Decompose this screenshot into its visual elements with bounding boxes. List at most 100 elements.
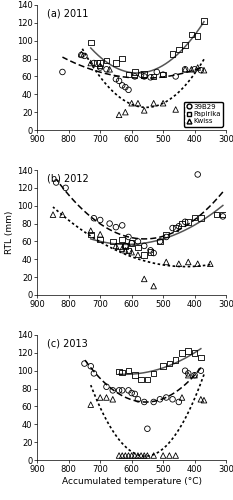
Point	[111, 396, 115, 404]
Point	[79, 50, 83, 58]
Point	[89, 226, 93, 234]
Point	[177, 222, 181, 230]
Point	[171, 50, 174, 58]
Point	[136, 396, 140, 404]
Point	[130, 99, 134, 107]
Point	[177, 398, 181, 406]
Point	[196, 64, 199, 72]
Point	[202, 17, 206, 25]
Point	[199, 214, 203, 222]
Point	[130, 239, 134, 247]
Point	[183, 41, 187, 49]
Point	[89, 59, 93, 67]
Point	[108, 66, 111, 74]
Point	[127, 452, 130, 460]
Point	[145, 425, 149, 433]
Point	[208, 260, 212, 268]
Point	[152, 72, 156, 80]
Point	[95, 59, 99, 67]
Point	[142, 251, 146, 259]
Point	[123, 452, 127, 460]
Point	[158, 238, 162, 246]
Point	[61, 68, 64, 76]
Y-axis label: RTL (mm): RTL (mm)	[5, 211, 14, 254]
Point	[114, 59, 118, 67]
Point	[83, 52, 86, 60]
Point	[117, 242, 121, 250]
Point	[177, 46, 181, 54]
Point	[193, 214, 196, 222]
Point	[133, 68, 137, 76]
Point	[133, 452, 137, 460]
Point	[196, 32, 199, 40]
Point	[54, 178, 58, 186]
Point	[180, 394, 184, 402]
Point	[174, 106, 178, 114]
Point	[127, 366, 130, 374]
Point	[123, 246, 127, 254]
Point	[142, 106, 146, 114]
Point	[139, 452, 143, 460]
Point	[127, 86, 130, 94]
Point	[183, 66, 187, 74]
Point	[64, 184, 68, 192]
Point	[190, 30, 193, 38]
Point	[127, 386, 130, 394]
Point	[98, 394, 102, 402]
Point	[164, 258, 168, 266]
Point	[133, 72, 137, 80]
Point	[139, 376, 143, 384]
Point	[149, 246, 152, 254]
Point	[114, 223, 118, 231]
Point	[136, 99, 140, 107]
Point	[133, 371, 137, 379]
Point	[155, 68, 159, 76]
Point	[105, 66, 108, 74]
Point	[193, 349, 196, 357]
Point	[152, 99, 156, 107]
Point	[199, 366, 203, 374]
Point	[123, 242, 127, 250]
Point	[196, 170, 199, 178]
Point	[164, 230, 168, 238]
Point	[108, 220, 111, 228]
Point	[158, 238, 162, 246]
Point	[149, 248, 152, 256]
Point	[130, 452, 134, 460]
Point	[186, 370, 190, 378]
Point	[120, 368, 124, 376]
Legend: 39B29, Papirika, Kwiss: 39B29, Papirika, Kwiss	[184, 102, 223, 126]
Point	[142, 452, 146, 460]
Point	[152, 249, 156, 257]
Point	[105, 383, 108, 391]
Point	[171, 396, 174, 404]
Point	[161, 99, 165, 107]
Point	[120, 244, 124, 252]
Point	[127, 246, 130, 254]
Point	[186, 347, 190, 355]
Point	[92, 370, 96, 378]
Point	[221, 210, 225, 218]
Point	[98, 216, 102, 224]
Point	[142, 72, 146, 80]
Point	[89, 362, 93, 370]
Point	[183, 66, 187, 74]
Point	[136, 452, 140, 460]
Point	[114, 75, 118, 83]
Point	[221, 212, 225, 220]
Point	[190, 66, 193, 74]
Point	[92, 214, 96, 222]
Point	[158, 396, 162, 404]
Point	[105, 56, 108, 64]
Point	[130, 248, 134, 256]
Point	[161, 70, 165, 78]
Point	[120, 54, 124, 62]
Point	[152, 398, 156, 406]
Point	[193, 371, 196, 379]
Point	[199, 396, 203, 404]
Point	[152, 282, 156, 290]
Point	[183, 366, 187, 374]
Point	[186, 371, 190, 379]
Point	[142, 242, 146, 250]
Point	[174, 356, 178, 364]
